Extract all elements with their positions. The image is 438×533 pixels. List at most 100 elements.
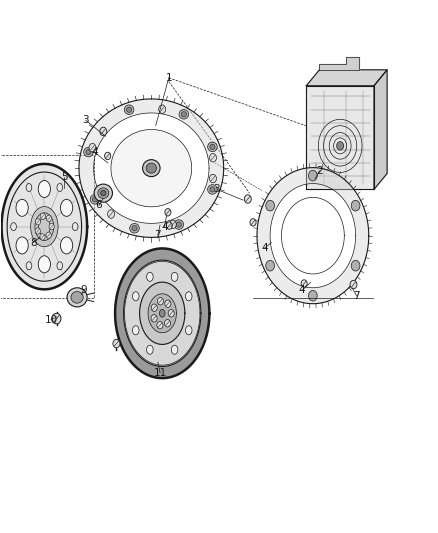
Ellipse shape: [208, 142, 217, 152]
Circle shape: [159, 105, 166, 114]
Text: 9: 9: [80, 285, 87, 295]
Text: 4: 4: [261, 243, 268, 253]
Circle shape: [49, 223, 54, 230]
Circle shape: [89, 143, 96, 152]
Text: 6: 6: [95, 200, 102, 211]
Circle shape: [337, 142, 344, 150]
PathPatch shape: [79, 99, 224, 237]
Ellipse shape: [143, 160, 160, 176]
Circle shape: [166, 222, 172, 229]
Ellipse shape: [210, 187, 215, 192]
Ellipse shape: [208, 184, 217, 194]
Text: 4: 4: [91, 147, 98, 157]
Text: 1: 1: [166, 73, 172, 83]
Polygon shape: [124, 261, 200, 365]
Ellipse shape: [101, 190, 106, 196]
Text: 4: 4: [299, 286, 305, 295]
Text: 2: 2: [316, 166, 323, 176]
Text: 3: 3: [213, 184, 220, 195]
Ellipse shape: [159, 309, 165, 317]
Circle shape: [169, 220, 176, 229]
Text: 7: 7: [155, 230, 161, 240]
Text: 5: 5: [61, 172, 67, 182]
Ellipse shape: [16, 199, 28, 216]
Polygon shape: [319, 56, 359, 70]
Ellipse shape: [132, 326, 139, 335]
Ellipse shape: [38, 256, 50, 273]
Circle shape: [46, 232, 51, 238]
Ellipse shape: [60, 237, 73, 254]
Ellipse shape: [31, 207, 58, 247]
Circle shape: [157, 321, 163, 329]
Circle shape: [244, 195, 251, 203]
Ellipse shape: [71, 292, 83, 303]
Ellipse shape: [185, 292, 192, 301]
Circle shape: [40, 213, 46, 220]
Ellipse shape: [308, 170, 317, 181]
Ellipse shape: [146, 163, 156, 173]
Ellipse shape: [111, 130, 192, 207]
Ellipse shape: [176, 222, 181, 227]
Circle shape: [209, 154, 216, 162]
Ellipse shape: [132, 225, 137, 231]
Polygon shape: [306, 86, 374, 189]
Ellipse shape: [57, 183, 63, 191]
Polygon shape: [115, 248, 209, 378]
Circle shape: [100, 127, 107, 136]
Circle shape: [35, 219, 40, 225]
Ellipse shape: [147, 345, 153, 354]
Ellipse shape: [147, 272, 153, 281]
Circle shape: [40, 234, 45, 240]
Ellipse shape: [171, 345, 178, 354]
PathPatch shape: [257, 167, 369, 304]
Ellipse shape: [16, 237, 28, 254]
Ellipse shape: [26, 183, 32, 191]
Ellipse shape: [174, 220, 184, 229]
Polygon shape: [2, 164, 87, 289]
Ellipse shape: [351, 261, 360, 271]
Ellipse shape: [98, 188, 109, 198]
Ellipse shape: [181, 111, 187, 117]
Ellipse shape: [86, 149, 91, 155]
Ellipse shape: [266, 200, 275, 211]
Circle shape: [209, 174, 216, 183]
Text: 4: 4: [161, 222, 168, 232]
Ellipse shape: [127, 107, 132, 112]
Ellipse shape: [92, 197, 98, 202]
Circle shape: [151, 304, 157, 311]
Ellipse shape: [57, 262, 63, 270]
Polygon shape: [148, 294, 177, 333]
Text: 8: 8: [30, 238, 37, 247]
Circle shape: [164, 319, 170, 327]
Polygon shape: [140, 282, 185, 344]
Ellipse shape: [185, 326, 192, 335]
Circle shape: [165, 300, 171, 308]
Ellipse shape: [11, 223, 16, 231]
Ellipse shape: [124, 105, 134, 115]
Circle shape: [52, 313, 61, 324]
Ellipse shape: [210, 144, 215, 150]
Circle shape: [350, 280, 357, 289]
Text: 3: 3: [82, 115, 89, 125]
Polygon shape: [374, 70, 387, 189]
Ellipse shape: [171, 272, 178, 281]
Circle shape: [165, 208, 171, 216]
Circle shape: [105, 152, 111, 160]
Ellipse shape: [94, 184, 113, 202]
Text: 10: 10: [44, 314, 57, 325]
Ellipse shape: [35, 213, 54, 240]
PathPatch shape: [115, 248, 209, 378]
Ellipse shape: [67, 288, 87, 307]
Ellipse shape: [39, 218, 50, 236]
Ellipse shape: [266, 261, 275, 271]
Circle shape: [151, 314, 157, 322]
Circle shape: [35, 228, 40, 234]
Ellipse shape: [90, 195, 100, 204]
Circle shape: [301, 280, 307, 287]
Circle shape: [108, 210, 115, 219]
Ellipse shape: [179, 109, 189, 119]
Circle shape: [250, 219, 256, 226]
Ellipse shape: [130, 223, 139, 233]
Ellipse shape: [351, 200, 360, 211]
Ellipse shape: [60, 199, 73, 216]
